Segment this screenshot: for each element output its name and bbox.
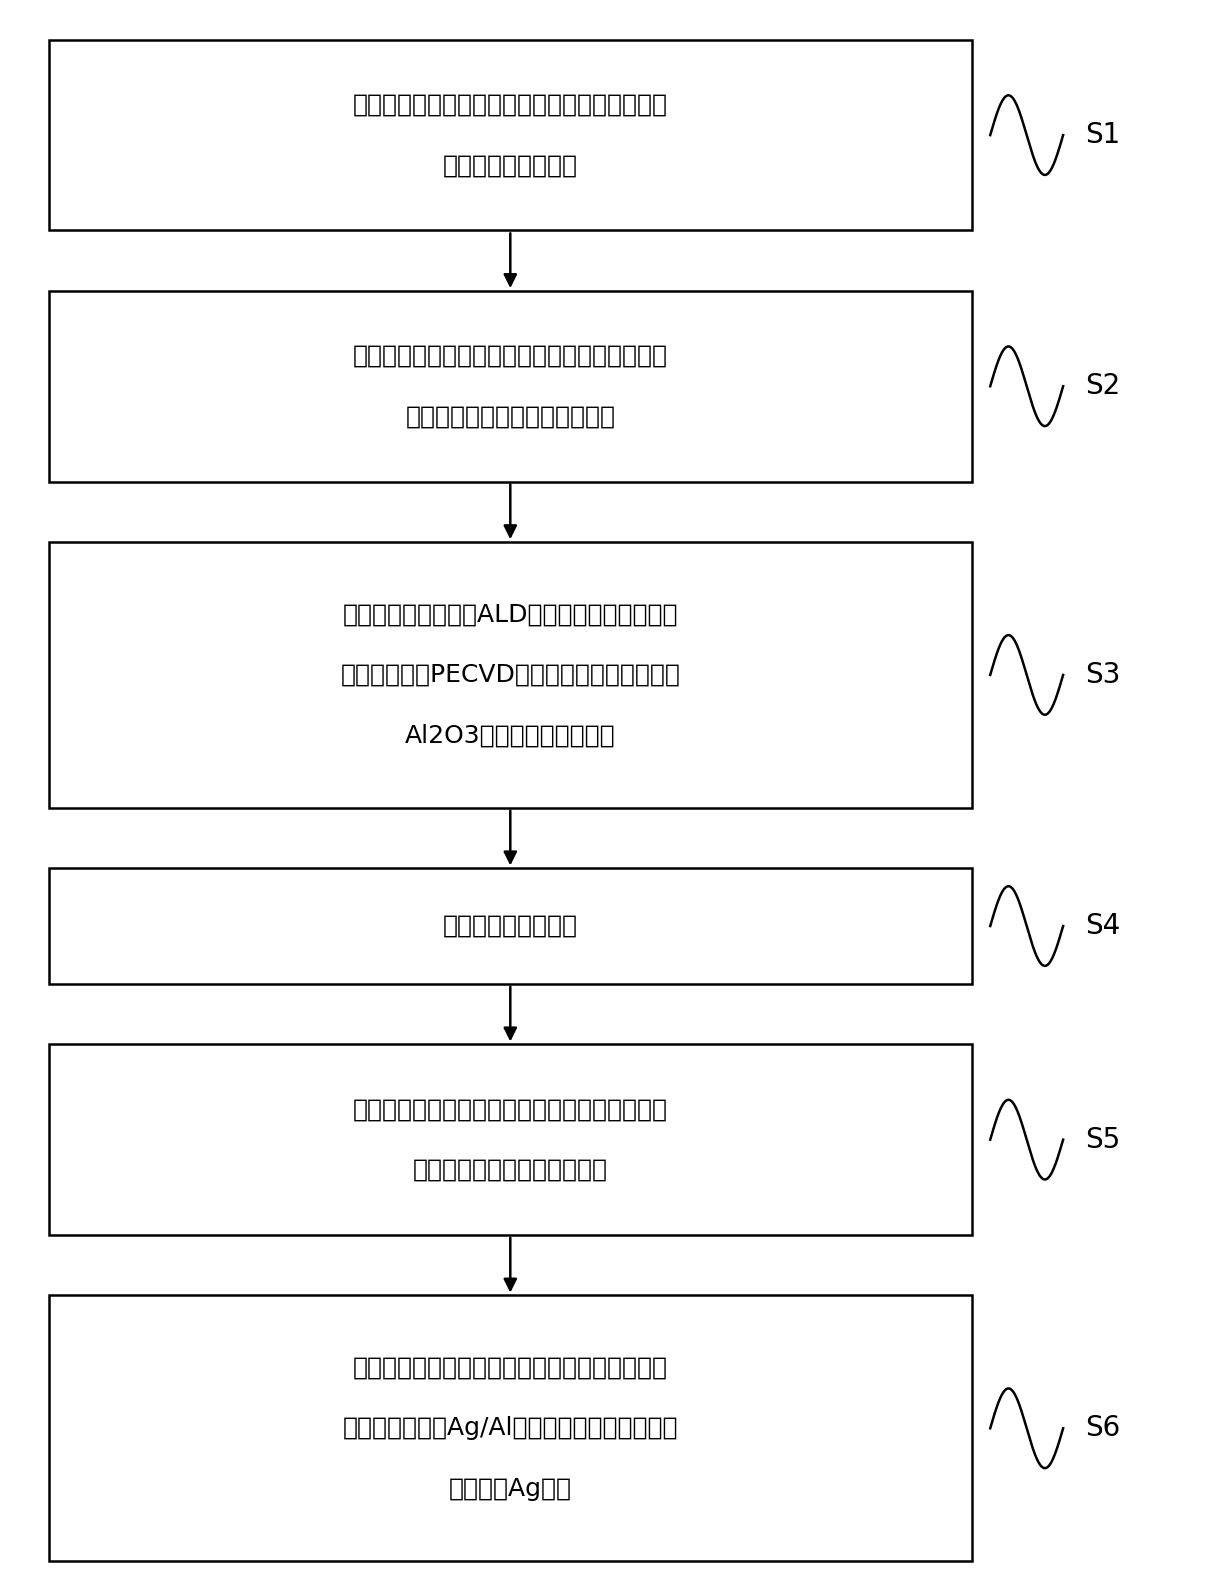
FancyBboxPatch shape bbox=[49, 292, 972, 481]
Text: 开槽处印刷金属Ag/Al栅线电极，在多晶硅片的: 开槽处印刷金属Ag/Al栅线电极，在多晶硅片的 bbox=[343, 1416, 678, 1440]
Text: S2: S2 bbox=[1085, 373, 1120, 400]
Text: 将多晶硅片进行退火: 将多晶硅片进行退火 bbox=[442, 914, 578, 938]
Text: 采用等离子体增强化学气相沉积法在多晶硅片的: 采用等离子体增强化学气相沉积法在多晶硅片的 bbox=[352, 1098, 668, 1121]
FancyBboxPatch shape bbox=[49, 868, 972, 984]
FancyBboxPatch shape bbox=[49, 40, 972, 231]
Text: 正面印刷Ag电极: 正面印刷Ag电极 bbox=[448, 1477, 572, 1501]
Text: S1: S1 bbox=[1085, 121, 1120, 150]
Text: S6: S6 bbox=[1085, 1415, 1120, 1442]
FancyBboxPatch shape bbox=[49, 542, 972, 808]
Text: 利用原子层沉积法（ALD）或等离子体增强化学: 利用原子层沉积法（ALD）或等离子体增强化学 bbox=[343, 602, 678, 626]
Text: 表面损伤层及氧化层: 表面损伤层及氧化层 bbox=[442, 153, 578, 177]
Text: 表面沉积氮化硅钝化减反射层: 表面沉积氮化硅钝化减反射层 bbox=[413, 1158, 608, 1182]
Text: 法热氧化，形成一层钝化氧化层: 法热氧化，形成一层钝化氧化层 bbox=[406, 405, 615, 429]
FancyBboxPatch shape bbox=[49, 1295, 972, 1561]
Text: S4: S4 bbox=[1085, 913, 1120, 940]
Text: S5: S5 bbox=[1085, 1126, 1120, 1153]
FancyBboxPatch shape bbox=[49, 1045, 972, 1235]
Text: 在处理后的多晶硅片的表面利用湿化学法或者干: 在处理后的多晶硅片的表面利用湿化学法或者干 bbox=[352, 344, 668, 368]
Text: 对多晶硅片进行前道工序处理，去除多晶硅片的: 对多晶硅片进行前道工序处理，去除多晶硅片的 bbox=[352, 92, 668, 116]
Text: Al2O3层，形成场钝化效应: Al2O3层，形成场钝化效应 bbox=[405, 723, 616, 747]
Text: 在多晶硅片的背面的氮化硅钝化减反射层的激光: 在多晶硅片的背面的氮化硅钝化减反射层的激光 bbox=[352, 1356, 668, 1380]
Text: S3: S3 bbox=[1085, 661, 1120, 688]
Text: 气相沉积法（PECVD）在多晶硅片的背面沉积: 气相沉积法（PECVD）在多晶硅片的背面沉积 bbox=[340, 663, 680, 687]
